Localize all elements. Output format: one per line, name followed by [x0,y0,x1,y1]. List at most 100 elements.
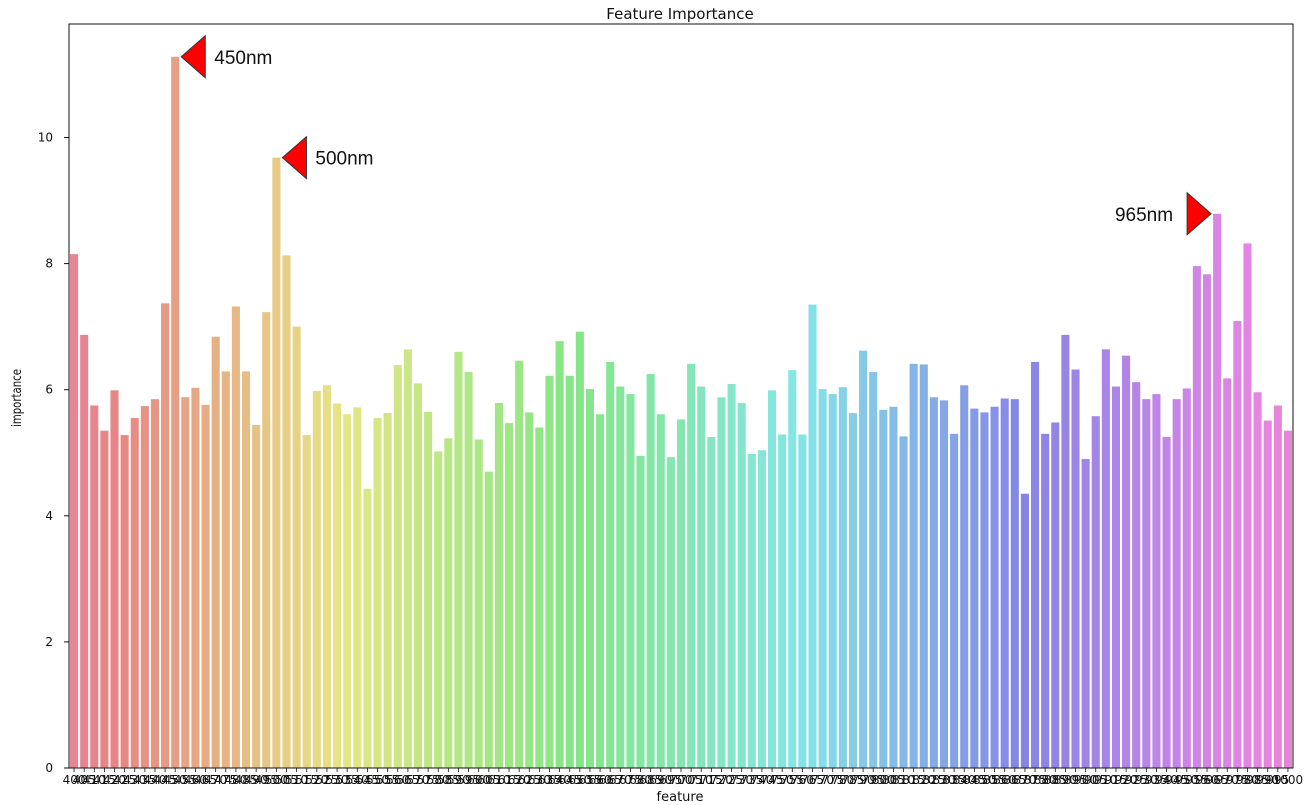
bar-800 [879,409,888,768]
x-tick-label: 705 [680,773,703,787]
bar-880 [1041,433,1050,768]
x-tick-label: 750 [771,773,794,787]
x-tick-label: 700 [670,773,693,787]
bar-505 [282,255,291,768]
bar-430 [130,418,139,768]
bar-640 [555,341,564,768]
x-tick-label: 855 [983,773,1006,787]
bar-545 [363,488,372,768]
bar-535 [343,414,352,768]
bars-group [70,56,1292,769]
bar-605 [484,471,493,768]
bar-635 [545,375,554,768]
x-tick-label: 970 [1216,773,1239,787]
y-tick-label: 0 [45,761,53,775]
bar-435 [140,406,149,768]
x-tick-label: 595 [457,773,480,787]
bar-850 [980,412,989,768]
bar-620 [515,360,524,768]
x-tick-label: 480 [224,773,247,787]
annotation-label: 450nm [214,48,272,69]
bar-865 [1010,399,1019,768]
x-tick-label: 880 [1034,773,1057,787]
x-axis-ticks: 4004054104154204254304354404454504554604… [63,768,1304,787]
bar-580 [434,451,443,768]
bar-845 [970,408,979,768]
bar-810 [899,436,908,768]
x-tick-label: 485 [235,773,258,787]
bar-520 [312,390,321,768]
x-tick-label: 840 [953,773,976,787]
annotation-label: 965nm [1115,205,1173,226]
x-tick-label: 915 [1105,773,1128,787]
bar-805 [889,406,898,768]
x-tick-label: 885 [1044,773,1067,787]
bar-955 [1192,266,1201,768]
bar-720 [717,397,726,768]
x-tick-label: 980 [1236,773,1259,787]
bar-940 [1162,436,1171,768]
bar-920 [1122,355,1131,768]
bar-660 [596,414,605,768]
bar-870 [1020,493,1029,768]
bar-595 [464,372,473,768]
x-tick-label: 810 [892,773,915,787]
bar-855 [990,406,999,768]
x-tick-label: 415 [93,773,116,787]
x-tick-label: 550 [366,773,389,787]
x-tick-label: 870 [1013,773,1036,787]
x-tick-label: 420 [103,773,126,787]
bar-745 [768,390,777,768]
x-tick-label: 775 [821,773,844,787]
x-tick-label: 900 [1074,773,1097,787]
x-tick-label: 1000 [1273,773,1304,787]
bar-740 [757,450,766,768]
bar-615 [504,423,514,768]
x-tick-label: 680 [629,773,652,787]
bar-750 [778,434,787,768]
x-tick-label: 625 [518,773,541,787]
bar-840 [960,385,969,768]
y-tick-label: 6 [45,383,53,397]
x-tick-label: 575 [417,773,440,787]
bar-990 [1263,420,1272,768]
x-tick-label: 465 [194,773,217,787]
bar-820 [919,364,928,768]
bar-950 [1182,388,1191,768]
bar-895 [1071,369,1080,768]
bar-790 [859,350,868,768]
y-axis-label: importance [9,369,25,427]
x-tick-label: 630 [528,773,551,787]
x-tick-label: 460 [184,773,207,787]
x-tick-label: 965 [1206,773,1229,787]
bar-465 [201,404,210,768]
plot-frame [68,23,1294,769]
x-tick-label: 795 [862,773,885,787]
bar-725 [727,384,736,768]
y-tick-label: 2 [45,635,53,649]
x-tick-label: 620 [508,773,531,787]
x-tick-label: 505 [275,773,298,787]
bar-525 [322,385,331,768]
x-tick-label: 765 [801,773,824,787]
bar-410 [90,405,99,768]
bar-665 [606,361,615,768]
x-tick-label: 925 [1125,773,1148,787]
x-tick-label: 770 [811,773,834,787]
bar-705 [687,363,696,768]
x-tick-label: 570 [407,773,430,787]
x-tick-label: 515 [295,773,318,787]
x-tick-label: 615 [498,773,521,787]
annotation-arrow-icon [1186,191,1212,236]
bar-935 [1152,394,1161,768]
y-axis-ticks: 0 2 4 6 8 10 [38,130,69,775]
bar-780 [838,387,847,768]
bar-670 [616,386,625,768]
x-tick-label: 735 [740,773,763,787]
bar-775 [828,394,837,768]
bar-910 [1101,349,1110,768]
bar-440 [150,399,160,768]
x-tick-label: 440 [144,773,167,787]
x-tick-label: 455 [174,773,197,787]
x-tick-label: 500 [265,773,288,787]
